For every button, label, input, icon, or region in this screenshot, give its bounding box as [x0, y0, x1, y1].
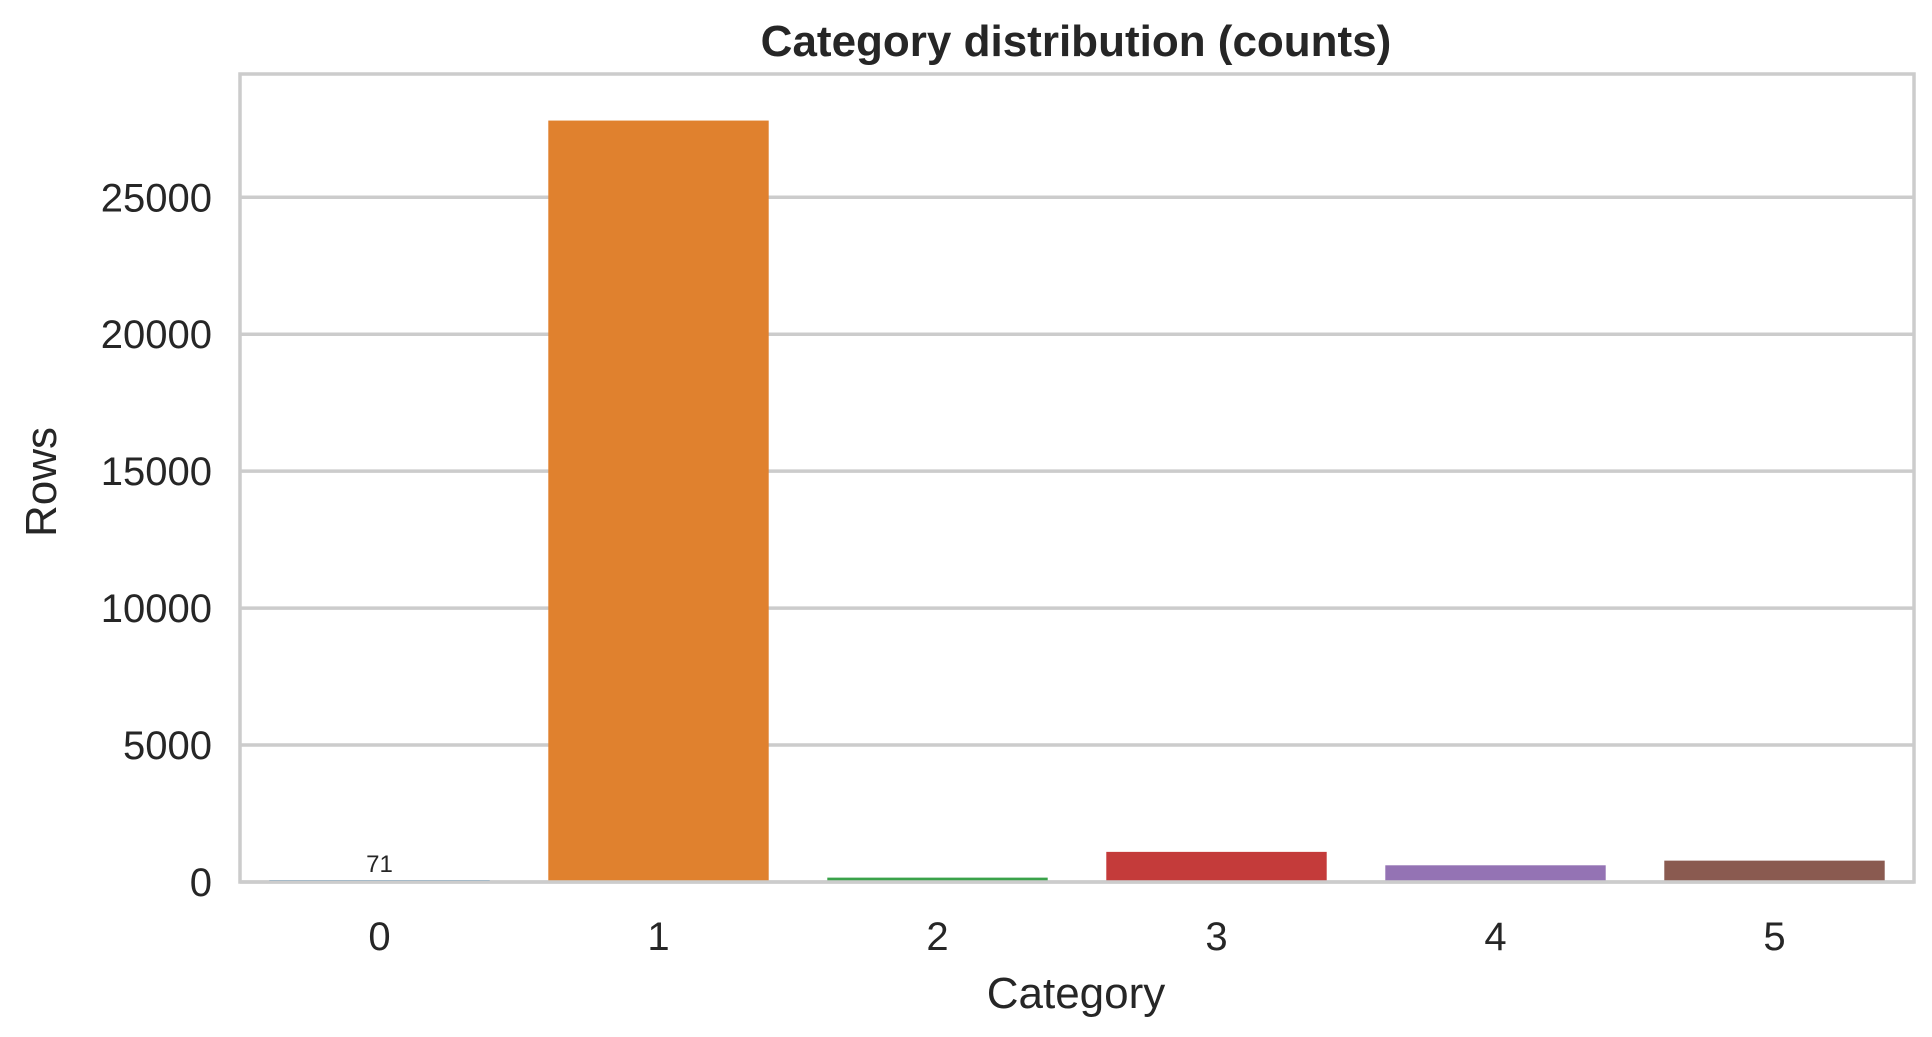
chart-title: Category distribution (counts) — [761, 17, 1392, 66]
x-axis-ticks: 0 1 2 3 4 5 — [368, 915, 1785, 959]
bar — [548, 120, 769, 882]
y-axis-ticks: 0 5000 10000 15000 20000 25000 — [101, 176, 212, 905]
bar — [1664, 860, 1885, 882]
bar — [827, 877, 1048, 882]
x-tick-label: 2 — [926, 915, 948, 959]
y-tick-label: 15000 — [101, 450, 212, 494]
data-labels: 71 — [366, 851, 393, 878]
y-tick-label: 0 — [190, 861, 212, 905]
y-tick-label: 25000 — [101, 176, 212, 220]
y-axis-label: Rows — [17, 427, 66, 537]
x-tick-label: 3 — [1205, 915, 1227, 959]
data-label: 71 — [366, 851, 393, 878]
plot-frame — [238, 72, 1916, 884]
bar — [1106, 851, 1327, 882]
x-axis-label: Category — [987, 969, 1166, 1018]
x-tick-label: 0 — [368, 915, 390, 959]
bar — [1385, 865, 1606, 882]
gridlines — [240, 195, 1914, 884]
x-tick-label: 1 — [647, 915, 669, 959]
y-tick-label: 5000 — [123, 724, 212, 768]
bars — [269, 120, 1885, 882]
y-tick-label: 10000 — [101, 587, 212, 631]
x-tick-label: 5 — [1763, 915, 1785, 959]
y-tick-label: 20000 — [101, 313, 212, 357]
x-tick-label: 4 — [1484, 915, 1506, 959]
